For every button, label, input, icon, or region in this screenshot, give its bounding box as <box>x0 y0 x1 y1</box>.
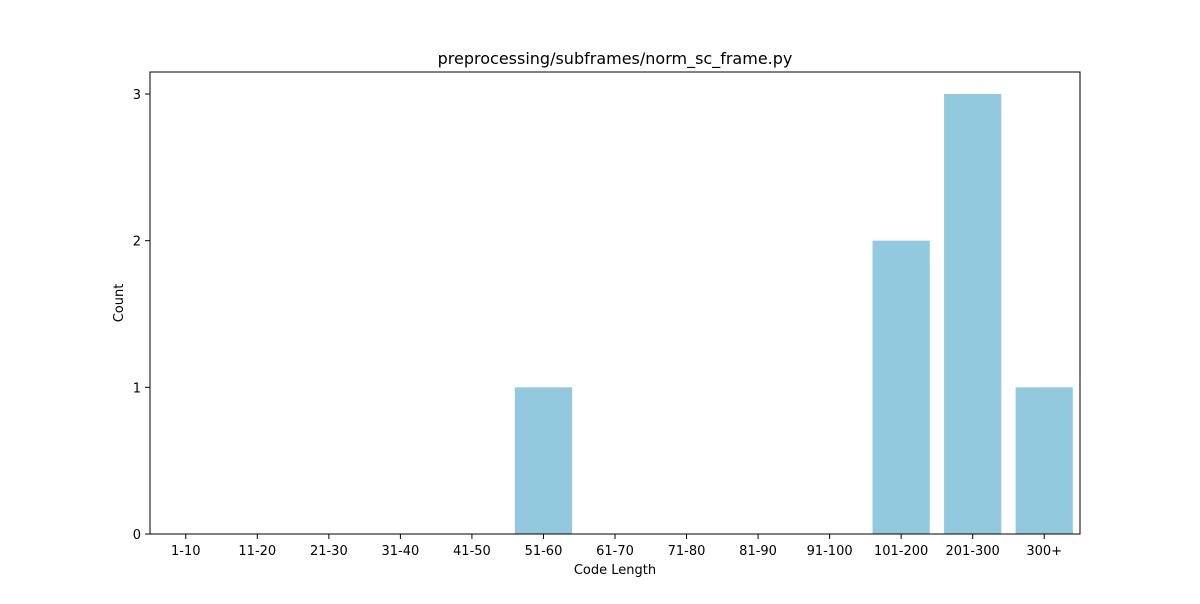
x-tick-label: 91-100 <box>807 544 853 559</box>
bar-300+ <box>1015 387 1073 534</box>
x-tick-label: 51-60 <box>525 544 563 559</box>
x-axis-label: Code Length <box>574 563 656 578</box>
chart-title: preprocessing/subframes/norm_sc_frame.py <box>438 49 793 69</box>
x-tick-label: 31-40 <box>381 544 419 559</box>
y-tick-label: 2 <box>133 235 141 250</box>
x-tick-label: 300+ <box>1026 544 1062 559</box>
x-tick-label: 201-300 <box>946 544 1000 559</box>
y-tick-label: 3 <box>133 88 141 103</box>
x-tick-label: 21-30 <box>310 544 348 559</box>
y-axis-ticks: 0 1 2 3 <box>133 88 150 543</box>
x-tick-label: 61-70 <box>596 544 634 559</box>
y-tick-label: 0 <box>133 528 141 543</box>
x-tick-label: 81-90 <box>739 544 777 559</box>
x-tick-label: 41-50 <box>453 544 491 559</box>
y-axis-label: Count <box>112 284 127 323</box>
x-tick-label: 1-10 <box>171 544 201 559</box>
plot-frame <box>149 71 1081 535</box>
bar-51-60 <box>514 387 573 534</box>
bar-101-200 <box>872 240 930 535</box>
x-axis-ticks: 1-10 11-20 21-30 31-40 41-50 51-60 61-70 71-80 8… <box>171 534 1062 559</box>
x-tick-label: 101-200 <box>874 544 928 559</box>
bar-201-300 <box>944 94 1002 534</box>
x-tick-label: 71-80 <box>668 544 706 559</box>
bars <box>514 94 1073 535</box>
y-tick-label: 1 <box>133 381 141 396</box>
x-tick-label: 11-20 <box>238 544 276 559</box>
